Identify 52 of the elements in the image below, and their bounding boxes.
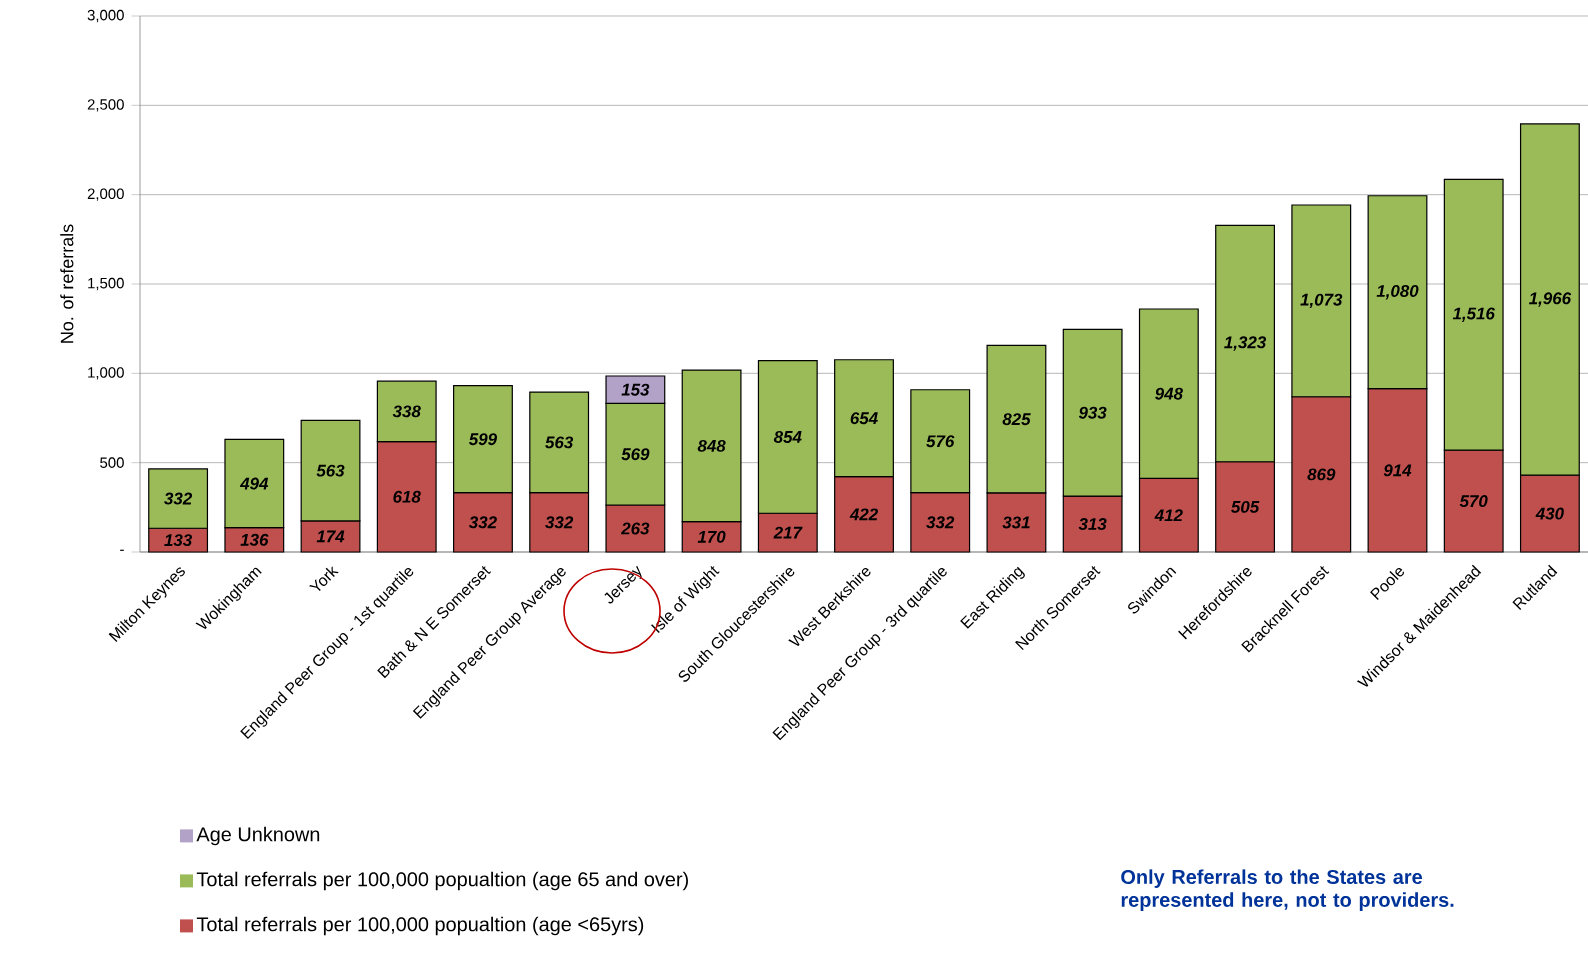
y-tick-label: 3,000 — [87, 9, 124, 23]
data-label: 332 — [926, 516, 955, 529]
y-tick-label: 1,000 — [88, 367, 124, 380]
data-label: 133 — [164, 534, 193, 547]
legend-label: Total referrals per 100,000 popualtion (age 65 and over) — [196, 871, 688, 891]
data-label: 570 — [1459, 495, 1488, 508]
data-label: 854 — [773, 430, 802, 443]
x-tick-label: York — [309, 566, 339, 591]
y-axis-title: No. of referrals — [60, 224, 74, 343]
data-label: 869 — [1307, 468, 1336, 481]
data-label: 331 — [1002, 516, 1030, 529]
data-label: 563 — [316, 464, 345, 477]
data-label: 174 — [316, 530, 345, 543]
data-label: 422 — [849, 508, 878, 521]
data-label: 217 — [773, 526, 803, 539]
data-label: 654 — [850, 412, 878, 425]
data-label: 1,516 — [1452, 307, 1495, 322]
data-label: 170 — [697, 530, 726, 543]
data-label: 313 — [1078, 518, 1107, 531]
y-tick-label: 2,500 — [87, 99, 124, 112]
legend-label: Total referrals per 100,000 popualtion (age <65yrs) — [196, 916, 644, 936]
y-tick-label: 2,000 — [87, 188, 124, 201]
y-tick-label: - — [120, 549, 124, 551]
data-label: 153 — [621, 383, 650, 396]
y-tick-label: 1,500 — [88, 277, 124, 291]
data-label: 136 — [240, 533, 269, 546]
text: Only Referrals to the States are represented here, not to providers. — [1121, 869, 1454, 911]
data-label: 825 — [1002, 413, 1031, 426]
data-label: 933 — [1078, 406, 1107, 419]
data-label: 332 — [468, 516, 497, 529]
data-label: 332 — [164, 492, 193, 505]
data-label: 1,323 — [1224, 336, 1267, 351]
data-label: 848 — [697, 439, 726, 452]
data-label: 332 — [545, 516, 574, 529]
data-label: 569 — [621, 448, 650, 461]
y-tick-label: 500 — [100, 457, 124, 468]
data-label: 948 — [1155, 387, 1183, 400]
legend-label: Age Unknown — [196, 826, 320, 846]
data-label: 1,073 — [1300, 293, 1343, 309]
data-label: 338 — [392, 405, 421, 418]
data-label: 1,080 — [1376, 285, 1419, 300]
data-label: 505 — [1231, 500, 1260, 513]
data-label: 914 — [1383, 464, 1412, 477]
data-label: 494 — [239, 477, 269, 490]
data-label: 618 — [393, 490, 421, 503]
data-label: 599 — [468, 433, 497, 446]
data-label: 563 — [545, 436, 574, 449]
data-label: 263 — [621, 522, 650, 535]
data-label: 412 — [1154, 509, 1183, 522]
data-label: 576 — [926, 435, 955, 448]
data-label: 430 — [1535, 507, 1564, 520]
data-label: 1,966 — [1529, 292, 1572, 307]
